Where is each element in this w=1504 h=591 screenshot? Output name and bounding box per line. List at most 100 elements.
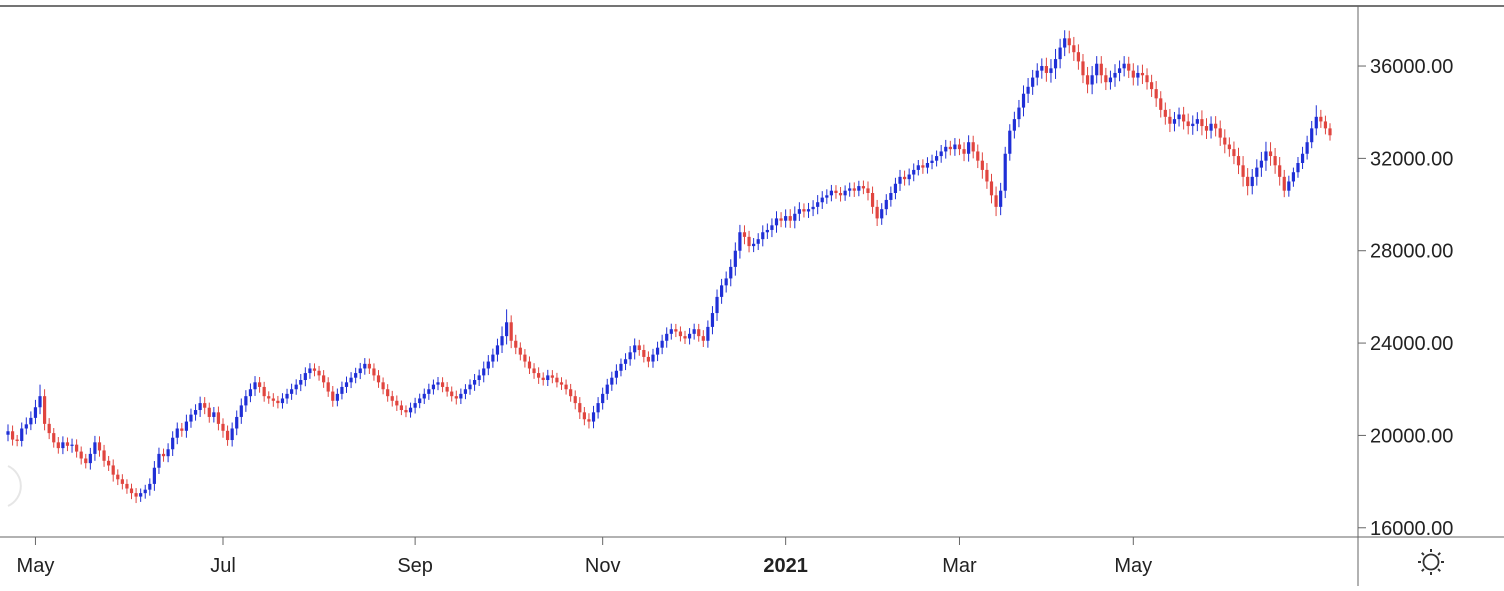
candle: [655, 341, 660, 362]
candle-body: [1035, 70, 1039, 78]
candle-body: [308, 368, 312, 374]
candle-body: [701, 336, 705, 341]
candle: [225, 425, 230, 446]
candle-body: [93, 442, 97, 454]
candle-body: [989, 181, 994, 196]
candle: [372, 363, 376, 381]
candle-body: [1255, 167, 1259, 177]
candle-body: [756, 239, 760, 244]
candle-body: [541, 377, 545, 381]
candle-body: [1017, 107, 1021, 120]
candle: [459, 388, 463, 405]
candle: [408, 402, 413, 418]
candle-body: [326, 382, 330, 392]
candle-body: [866, 188, 870, 194]
candle-body: [189, 414, 193, 422]
candle: [299, 374, 303, 392]
candle: [472, 374, 477, 391]
candle-body: [363, 363, 367, 369]
candle-body: [1250, 176, 1254, 187]
candle-body: [1053, 59, 1058, 69]
candle-body: [724, 278, 728, 286]
candle: [893, 177, 898, 200]
candle-body: [902, 176, 907, 180]
candle-body: [1081, 61, 1085, 76]
candle-body: [692, 329, 696, 334]
candle: [1163, 102, 1167, 125]
candle-body: [1127, 63, 1131, 71]
candle-body: [752, 243, 756, 247]
candle-body: [999, 190, 1003, 207]
candle: [120, 474, 124, 490]
candle: [660, 334, 664, 355]
candle-body: [669, 329, 673, 334]
candle-body: [697, 329, 701, 337]
candle-body: [395, 400, 399, 406]
candle: [70, 438, 74, 453]
candle: [1186, 113, 1190, 135]
candle-body: [436, 382, 440, 385]
candle-body: [994, 195, 998, 207]
candle: [678, 326, 683, 342]
candle: [312, 363, 317, 377]
candle: [1095, 56, 1099, 84]
candle: [61, 436, 65, 455]
candle-body: [1264, 151, 1268, 161]
candle: [486, 355, 490, 376]
candle-body: [546, 375, 550, 381]
candle: [184, 414, 189, 438]
candle: [683, 330, 687, 344]
candle-body: [468, 384, 472, 390]
candle-body: [1177, 114, 1181, 120]
candle-body: [1291, 172, 1296, 182]
candle-body: [687, 333, 692, 339]
candle-body: [1159, 98, 1163, 110]
candle-body: [70, 444, 74, 446]
candle-body: [578, 403, 582, 413]
candle-body: [161, 453, 166, 457]
candle: [267, 391, 271, 404]
candle-body: [916, 165, 920, 170]
candle-body: [1227, 144, 1231, 150]
candle-body: [1031, 77, 1035, 87]
candle-body: [907, 174, 911, 180]
candle-body: [10, 431, 15, 440]
candle-body: [1026, 86, 1030, 94]
candle: [788, 209, 792, 228]
candle: [1122, 56, 1126, 77]
candle-body: [1323, 121, 1328, 129]
candle-body: [761, 232, 765, 240]
candle-body: [665, 333, 669, 341]
candle-body: [303, 373, 307, 381]
candle-body: [472, 380, 477, 385]
candle-body: [505, 322, 509, 337]
candle: [541, 372, 545, 386]
candle: [852, 182, 856, 197]
candle: [193, 404, 198, 421]
candle: [1310, 120, 1314, 149]
candle-body: [1108, 77, 1113, 83]
candle-body: [1204, 126, 1209, 131]
scroll-handle[interactable]: [7, 465, 22, 507]
candle: [518, 342, 522, 361]
candle: [761, 225, 765, 247]
x-tick-label: 2021: [763, 555, 808, 577]
candle-body: [418, 398, 422, 404]
candle: [623, 353, 628, 371]
candle-body: [312, 368, 317, 371]
candle-body: [225, 430, 230, 441]
candle: [248, 383, 253, 403]
candle: [1026, 78, 1030, 103]
candle: [578, 397, 582, 420]
candle: [1136, 65, 1140, 86]
candle-body: [152, 467, 156, 484]
candle: [157, 447, 161, 474]
candle-body: [1012, 119, 1016, 131]
settings-icon[interactable]: [1418, 549, 1444, 575]
candle-body: [1145, 75, 1149, 83]
candle: [610, 371, 614, 391]
candle: [569, 383, 573, 402]
candle-body: [610, 377, 614, 385]
candle-body: [1076, 52, 1081, 62]
